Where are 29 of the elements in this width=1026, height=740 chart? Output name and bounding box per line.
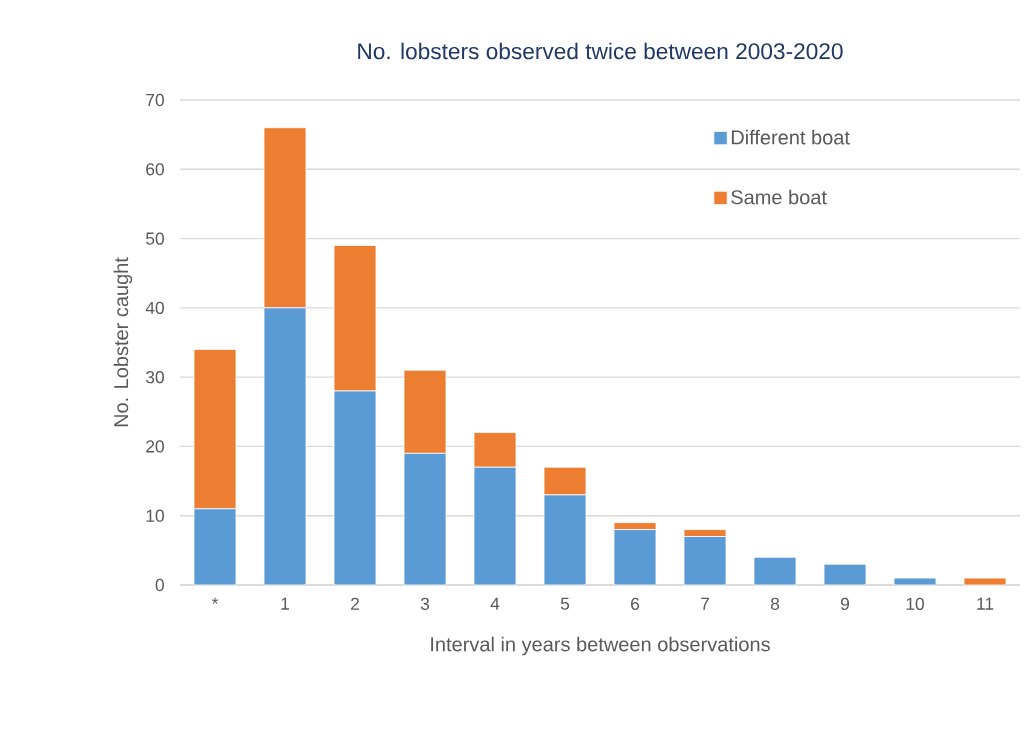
y-tick-label: 50 xyxy=(146,232,164,245)
bar xyxy=(893,577,937,586)
x-tick-label: 1 xyxy=(281,597,289,610)
x-tick-label: 7 xyxy=(701,597,709,610)
x-tick-label: 2 xyxy=(351,597,359,610)
y-tick-label: 20 xyxy=(146,440,164,453)
x-tick-label: 10 xyxy=(906,597,924,610)
legend-label: Same boat xyxy=(731,189,827,205)
x-tick-label: 9 xyxy=(841,597,850,610)
y-tick-label: 60 xyxy=(146,163,164,176)
y-axis-title: No. Lobster caught xyxy=(113,257,133,427)
y-tick-label: 40 xyxy=(145,301,164,314)
x-axis-title: Interval in years between observations xyxy=(431,636,770,656)
bar xyxy=(753,556,797,586)
x-tick-label: 4 xyxy=(490,597,500,610)
x-tick-label: 11 xyxy=(977,597,994,610)
chart-title: No. lobsters observed twice between 2003-2020 xyxy=(358,42,843,60)
x-tick-label: 5 xyxy=(560,597,570,610)
legend-label: Different boat xyxy=(731,129,850,145)
y-tick-label: 30 xyxy=(146,371,164,384)
bar xyxy=(963,577,1007,586)
x-tick-label: 6 xyxy=(631,597,640,610)
y-tick-label: 0 xyxy=(155,578,164,592)
x-tick-label: * xyxy=(211,597,219,604)
y-tick-label: 10 xyxy=(146,509,164,522)
y-tick-label: 70 xyxy=(146,93,164,107)
x-tick-label: 8 xyxy=(770,597,780,610)
x-tick-label: 3 xyxy=(420,597,430,610)
bar xyxy=(823,563,867,586)
